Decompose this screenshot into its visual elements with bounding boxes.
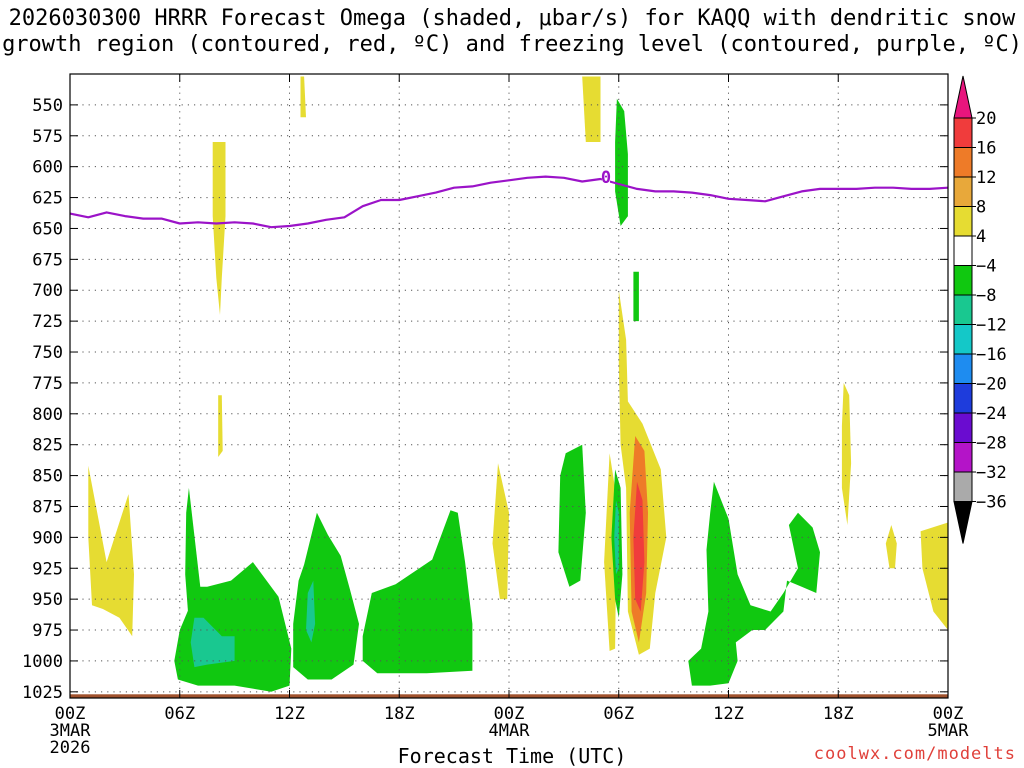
freezing-level-label: 0 [601,168,611,188]
colorbar-bin-11 [953,412,973,443]
xtick-sublabel-0: 3MAR [50,721,92,741]
colorbar-bin-7 [953,294,973,325]
xtick-year-0: 2026 [50,738,91,758]
freezing-level-line [69,175,949,229]
y-axis-ticks: 550 575 600 625 650 675 700 725 750 775 800 825 850 8… [22,96,948,703]
colorbar-bin-5 [953,235,973,266]
ytick-label-650: 650 [32,219,63,239]
colorbar-bin-2 [953,147,973,178]
xtick-sublabel-24: 4MAR [489,721,531,741]
omega-region-green-dend-b [558,444,586,587]
ytick-label-700: 700 [32,281,63,301]
omega-region-green-low-4 [688,481,820,686]
colorbar-label-13: −36 [976,493,1007,513]
omega-region-yellow-upper-2 [582,76,601,142]
colorbar-label-6: −8 [976,286,996,306]
x-axis-title: Forecast Time (UTC) [397,744,627,768]
omega-region-green-spike-1 [185,487,202,624]
omega-region-yellow-mid-1 [492,463,509,600]
ytick-label-750: 750 [32,343,63,363]
xtick-label-48: 00Z [933,704,964,724]
xtick-label-42: 18Z [823,704,854,724]
omega-shaded-regions [88,76,948,692]
xtick-label-24: 00Z [494,704,525,724]
ytick-label-725: 725 [32,312,63,332]
ytick-label-625: 625 [32,189,63,209]
ytick-label-575: 575 [32,127,63,147]
omega-region-yellow-small-e [885,525,897,569]
colorbar-bin-12 [953,442,973,473]
colorbar-label-1: 16 [976,139,996,159]
xtick-label-18: 18Z [384,704,415,724]
freezing-level-label-bg [601,169,610,185]
ytick-label-775: 775 [32,374,63,394]
colorbar-label-12: −32 [976,463,1007,483]
xtick-label-36: 12Z [713,704,744,724]
ytick-label-900: 900 [32,528,63,548]
colorbar-bin-6 [953,265,973,296]
xtick-sublabel-48: 5MAR [928,721,970,741]
ytick-label-1025: 1025 [22,683,63,703]
ytick-label-875: 875 [32,497,63,517]
xtick-label-0: 00Z [55,704,86,724]
colorbar-label-0: 20 [976,109,996,129]
colorbar-label-11: −28 [976,434,1007,454]
colorbar-bin-4 [953,206,973,237]
ytick-label-550: 550 [32,96,63,116]
colorbar-bin-10 [953,383,973,414]
omega-region-red-core [633,481,645,612]
colorbar-bin-1 [953,117,973,148]
xtick-label-12: 12Z [274,704,305,724]
chart-title: 2026030300 HRRR Forecast Omega (shaded, … [2,6,1022,57]
grid-lines [70,74,948,698]
colorbar-label-5: −4 [976,257,996,277]
omega-region-yellow-low-west [88,465,134,637]
colorbar-bin-top [953,75,973,119]
ytick-label-950: 950 [32,590,63,610]
colorbar-bin-8 [953,324,973,355]
colorbar-label-10: −24 [976,404,1007,424]
ytick-label-800: 800 [32,405,63,425]
colorbar-label-3: 8 [976,198,986,218]
ytick-label-1000: 1000 [22,652,63,672]
colorbar-bin-9 [953,353,973,384]
xtick-label-6: 06Z [164,704,195,724]
colorbar-bin-13 [953,471,973,502]
ytick-label-600: 600 [32,158,63,178]
colorbar-bin-3 [953,176,973,207]
omega-region-teal-2 [306,580,316,643]
colorbar-bin-bottom [953,501,973,544]
omega-region-green-upper-b [633,271,639,322]
omega-region-teal-1 [190,617,235,668]
ytick-label-925: 925 [32,559,63,579]
freezing-level-contour: 0 [69,168,949,229]
omega-region-yellow-upper-1 [300,76,306,118]
colorbar: 20 16 12 8 4 −4 −8 −12 −16 −20 −24 −28 −32 −36 [953,75,1007,544]
colorbar-label-4: 4 [976,227,986,247]
omega-region-yellow-low-east [920,522,948,630]
colorbar-label-8: −16 [976,345,1007,365]
omega-region-yellow-small-d [841,382,852,525]
ytick-label-850: 850 [32,467,63,487]
credit-link[interactable]: coolwx.com/modelts [813,744,1016,764]
ytick-label-675: 675 [32,250,63,270]
omega-region-yellow-vert-b [218,395,223,457]
colorbar-label-2: 12 [976,168,996,188]
colorbar-label-7: −12 [976,316,1007,336]
xtick-label-30: 06Z [603,704,634,724]
ytick-label-825: 825 [32,436,63,456]
colorbar-label-9: −20 [976,375,1007,395]
ytick-label-975: 975 [32,621,63,641]
omega-region-green-low-3 [362,510,473,674]
